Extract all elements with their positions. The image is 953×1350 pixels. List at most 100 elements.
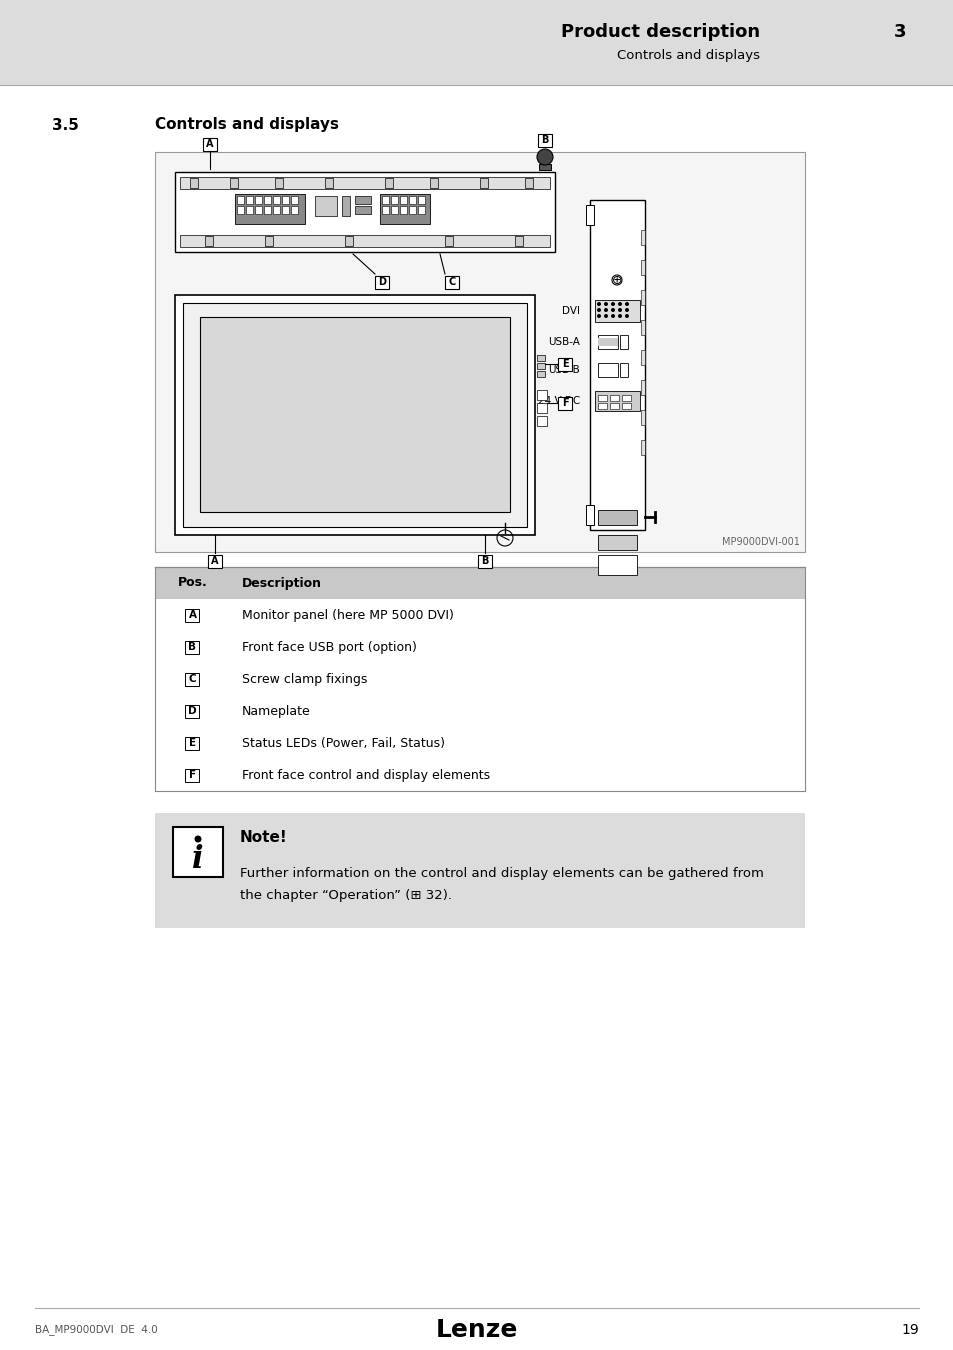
Bar	[598, 335, 618, 350]
Bar	[640, 410, 644, 425]
Text: USB-B: USB-B	[548, 364, 579, 375]
Bar	[598, 363, 618, 377]
Bar	[180, 177, 550, 189]
Text: Front face control and display elements: Front face control and display elements	[242, 768, 490, 782]
Bar	[273, 196, 280, 204]
Bar	[274, 178, 283, 188]
Bar	[174, 296, 535, 535]
Bar	[640, 230, 644, 244]
Bar	[524, 178, 533, 188]
Circle shape	[603, 315, 607, 319]
Bar	[444, 275, 458, 289]
Bar	[598, 535, 637, 549]
Bar	[381, 196, 389, 204]
Bar	[264, 196, 271, 204]
Text: B: B	[481, 556, 488, 566]
Bar	[381, 207, 389, 215]
Bar	[291, 207, 297, 215]
Bar	[598, 338, 618, 346]
Text: F: F	[189, 769, 196, 780]
Bar	[234, 194, 305, 224]
Bar	[185, 705, 199, 717]
Bar	[236, 196, 244, 204]
Text: Note!: Note!	[240, 829, 288, 845]
Bar	[282, 196, 289, 204]
Bar	[479, 178, 488, 188]
Bar	[208, 555, 222, 567]
Text: 3.5: 3.5	[52, 117, 79, 132]
Bar	[254, 196, 262, 204]
Bar	[399, 207, 407, 215]
Text: Controls and displays: Controls and displays	[617, 50, 760, 62]
Bar	[537, 404, 546, 413]
Bar	[154, 630, 804, 663]
Circle shape	[624, 308, 628, 312]
Bar	[203, 138, 216, 150]
Bar	[291, 196, 297, 204]
Bar	[200, 317, 510, 512]
Bar	[254, 207, 262, 215]
Text: 24 V DC: 24 V DC	[537, 396, 579, 406]
Bar	[417, 207, 424, 215]
Bar	[640, 290, 644, 305]
Bar	[185, 640, 199, 653]
Bar	[314, 196, 336, 216]
Circle shape	[624, 302, 628, 306]
Text: Controls and displays: Controls and displays	[154, 117, 338, 132]
Bar	[640, 320, 644, 335]
Bar	[558, 358, 572, 370]
Bar	[640, 440, 644, 455]
Circle shape	[612, 275, 621, 285]
Circle shape	[610, 302, 615, 306]
Bar	[585, 505, 594, 525]
Bar	[265, 236, 273, 246]
Text: USB-A: USB-A	[548, 338, 579, 347]
Text: Further information on the control and display elements can be gathered from: Further information on the control and d…	[240, 867, 763, 879]
Text: Product description: Product description	[560, 23, 760, 40]
Circle shape	[597, 315, 600, 319]
Bar	[640, 261, 644, 275]
Bar	[409, 196, 416, 204]
Circle shape	[603, 302, 607, 306]
Text: Front face USB port (option): Front face USB port (option)	[242, 640, 416, 653]
Text: C: C	[189, 674, 196, 684]
Bar	[537, 371, 544, 377]
Bar	[477, 555, 492, 567]
Text: A: A	[189, 610, 196, 620]
Bar	[399, 196, 407, 204]
Bar	[0, 0, 953, 85]
Text: C: C	[448, 277, 456, 288]
Text: 19: 19	[901, 1323, 918, 1336]
Bar	[598, 510, 637, 525]
Bar	[190, 178, 198, 188]
Bar	[515, 236, 522, 246]
Circle shape	[618, 308, 621, 312]
Text: DVI: DVI	[561, 306, 579, 316]
Bar	[589, 200, 644, 531]
Bar	[185, 609, 199, 621]
Text: F: F	[561, 398, 568, 408]
Bar	[154, 663, 804, 695]
Text: Nameplate: Nameplate	[242, 705, 311, 717]
Bar	[230, 178, 237, 188]
Text: the chapter “Operation” (⊞ 32).: the chapter “Operation” (⊞ 32).	[240, 888, 452, 902]
Bar	[379, 194, 430, 224]
Circle shape	[603, 308, 607, 312]
Text: B: B	[189, 643, 196, 652]
Text: E: E	[189, 738, 196, 748]
Bar	[598, 396, 606, 401]
Bar	[409, 207, 416, 215]
Bar	[154, 728, 804, 759]
Text: Screw clamp fixings: Screw clamp fixings	[242, 672, 367, 686]
Bar	[619, 335, 627, 350]
Bar	[154, 759, 804, 791]
Bar	[154, 567, 804, 599]
Bar	[185, 737, 199, 749]
Text: D: D	[188, 706, 196, 716]
Circle shape	[618, 315, 621, 319]
Circle shape	[624, 315, 628, 319]
Bar	[537, 390, 546, 400]
Circle shape	[194, 836, 201, 842]
Bar	[183, 302, 526, 526]
Text: ⊕: ⊕	[611, 274, 621, 286]
